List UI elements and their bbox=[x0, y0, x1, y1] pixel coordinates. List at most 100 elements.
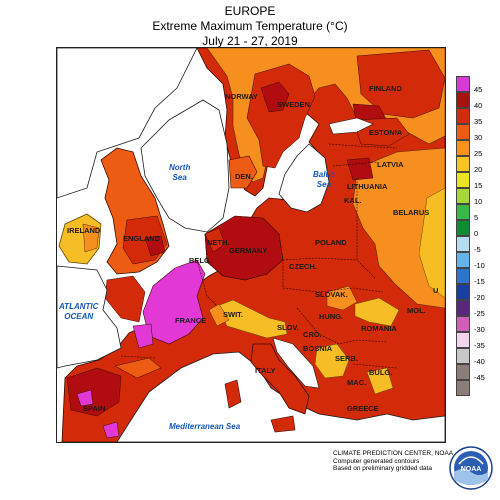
legend-item bbox=[456, 380, 494, 396]
legend-label: 35 bbox=[474, 117, 483, 126]
france-west-zone bbox=[104, 275, 146, 323]
label-baltic-sea: Baltic Sea bbox=[313, 170, 335, 190]
legend-item: -25 bbox=[456, 300, 494, 318]
north-sea-line-1: North bbox=[169, 163, 191, 172]
label-france: FRANCE bbox=[175, 316, 207, 325]
legend-item: 45 bbox=[456, 76, 494, 94]
legend-item: 40 bbox=[456, 92, 494, 110]
ireland-orange-zone bbox=[82, 223, 100, 253]
mediterranean-sea bbox=[116, 351, 445, 442]
label-bosnia: BOSNIA bbox=[303, 344, 333, 353]
legend-label: 20 bbox=[474, 165, 483, 174]
legend-item: -20 bbox=[456, 284, 494, 302]
legend-label: 40 bbox=[474, 101, 483, 110]
legend-item: -35 bbox=[456, 332, 494, 350]
label-kaliningrad: KAL. bbox=[344, 196, 362, 205]
noaa-logo-text: NOAA bbox=[461, 466, 482, 473]
legend-label: -40 bbox=[474, 357, 485, 366]
norway-40-zone bbox=[260, 81, 290, 113]
label-bulgaria: BULG. bbox=[369, 368, 393, 377]
baltic-line-2: Sea bbox=[316, 180, 332, 189]
label-denmark: DEN. bbox=[235, 172, 253, 181]
country-borders bbox=[120, 143, 398, 369]
greece-cool-zone bbox=[366, 367, 394, 395]
legend-swatch bbox=[456, 236, 470, 252]
label-norway: NORWAY bbox=[225, 92, 258, 101]
legend-swatch bbox=[456, 188, 470, 204]
legend-swatch bbox=[456, 284, 470, 300]
carpathians-cool-zone bbox=[326, 285, 358, 311]
baltic-sea bbox=[278, 143, 330, 213]
atlantic-line-2: OCEAN bbox=[64, 312, 94, 321]
legend-label: -45 bbox=[474, 373, 485, 382]
legend-label: -15 bbox=[474, 277, 485, 286]
label-germany: GERMANY bbox=[229, 246, 268, 255]
legend-item: 35 bbox=[456, 108, 494, 126]
legend-swatch bbox=[456, 92, 470, 108]
legend-label: -35 bbox=[474, 341, 485, 350]
france-45-west bbox=[132, 323, 154, 349]
london-40-zone bbox=[144, 235, 166, 257]
legend-item: -45 bbox=[456, 364, 494, 382]
temperature-legend: 45 40 35 30 25 20 15 10 5 0 -5 -10 -15 -20 -25 -30 -35 -4… bbox=[456, 76, 494, 416]
adriatic-sea bbox=[272, 337, 320, 389]
legend-swatch bbox=[456, 108, 470, 124]
legend-item: 30 bbox=[456, 124, 494, 142]
label-croatia: CRO. bbox=[303, 330, 322, 339]
legend-label: -30 bbox=[474, 325, 485, 334]
legend-item: 10 bbox=[456, 188, 494, 206]
title-block: EUROPE Extreme Maximum Temperature (°C) … bbox=[0, 0, 500, 49]
temperature-map: NORWAY SWEDEN FINLAND ESTONIA LATVIA LIT… bbox=[56, 47, 446, 443]
legend-item: -15 bbox=[456, 268, 494, 286]
credit-line-1: CLIMATE PREDICTION CENTER, NOAA bbox=[333, 450, 454, 457]
italy bbox=[250, 343, 310, 415]
gulf-of-finland bbox=[328, 117, 374, 135]
label-mediterranean-sea: Mediterranean Sea bbox=[169, 422, 241, 431]
label-estonia: ESTONIA bbox=[369, 128, 403, 137]
credits: CLIMATE PREDICTION CENTER, NOAA Computer… bbox=[333, 450, 453, 473]
label-romania: ROMANIA bbox=[361, 324, 397, 333]
legend-label: 25 bbox=[474, 149, 483, 158]
legend-swatch bbox=[456, 364, 470, 380]
legend-label: 30 bbox=[474, 133, 483, 142]
label-belarus: BELARUS bbox=[393, 208, 430, 217]
label-north-sea: North Sea bbox=[169, 163, 190, 183]
label-finland: FINLAND bbox=[369, 84, 402, 93]
map-title: Extreme Maximum Temperature (°C) bbox=[152, 19, 348, 33]
label-greece: GREECE bbox=[347, 404, 379, 413]
legend-item: 0 bbox=[456, 220, 494, 238]
balkans-cool-zone bbox=[314, 343, 350, 379]
finland-hot-zone bbox=[356, 49, 445, 119]
legend-swatch bbox=[456, 332, 470, 348]
label-slovenia: SLOV. bbox=[277, 323, 299, 332]
eastern-warm-zone bbox=[418, 187, 445, 299]
label-sweden: SWEDEN bbox=[277, 100, 310, 109]
legend-swatch bbox=[456, 252, 470, 268]
legend-label: -5 bbox=[474, 245, 481, 254]
atlantic-line-1: ATLANTIC bbox=[59, 302, 99, 311]
label-ireland: IRELAND bbox=[67, 226, 101, 235]
legend-label: 15 bbox=[474, 181, 483, 190]
label-italy: ITALY bbox=[255, 366, 276, 375]
label-lithuania: LITHUANIA bbox=[347, 182, 388, 191]
sardinia bbox=[224, 379, 242, 409]
legend-item: 20 bbox=[456, 156, 494, 174]
north-sea-line-2: Sea bbox=[172, 173, 187, 182]
legend-swatch bbox=[456, 380, 470, 396]
legend-label: -25 bbox=[474, 309, 485, 318]
belarus-zone bbox=[352, 147, 445, 309]
legend-swatch bbox=[456, 268, 470, 284]
baltic-line-1: Baltic bbox=[313, 170, 335, 179]
legend-label: 0 bbox=[474, 229, 479, 238]
legend-swatch bbox=[456, 300, 470, 316]
map-canvas bbox=[57, 48, 445, 442]
credit-line-3: Based on preliminary gridded data bbox=[333, 465, 433, 472]
period-title: July 21 - 27, 2019 bbox=[202, 34, 298, 48]
legend-item: -5 bbox=[456, 236, 494, 254]
north-sea bbox=[140, 99, 230, 233]
region-title: EUROPE bbox=[224, 4, 276, 18]
legend-label: -10 bbox=[474, 261, 485, 270]
legend-swatch bbox=[456, 204, 470, 220]
alps-orange-zone bbox=[208, 303, 230, 327]
label-czech: CZECH. bbox=[289, 262, 317, 271]
